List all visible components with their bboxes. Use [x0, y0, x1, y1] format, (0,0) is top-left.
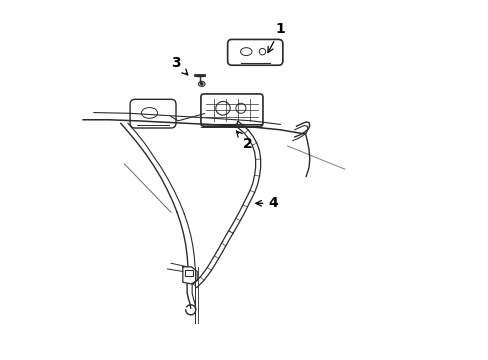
Text: 3: 3	[171, 57, 187, 75]
Ellipse shape	[235, 103, 245, 113]
Circle shape	[201, 83, 203, 85]
FancyBboxPatch shape	[185, 270, 193, 276]
Text: 1: 1	[267, 22, 285, 53]
FancyBboxPatch shape	[201, 94, 263, 126]
Text: 2: 2	[236, 131, 252, 151]
FancyBboxPatch shape	[227, 40, 282, 65]
Ellipse shape	[259, 48, 265, 55]
Ellipse shape	[215, 102, 230, 115]
Ellipse shape	[141, 108, 157, 118]
Ellipse shape	[240, 48, 251, 55]
Ellipse shape	[198, 81, 204, 86]
Text: 4: 4	[255, 196, 278, 210]
FancyBboxPatch shape	[130, 99, 176, 128]
